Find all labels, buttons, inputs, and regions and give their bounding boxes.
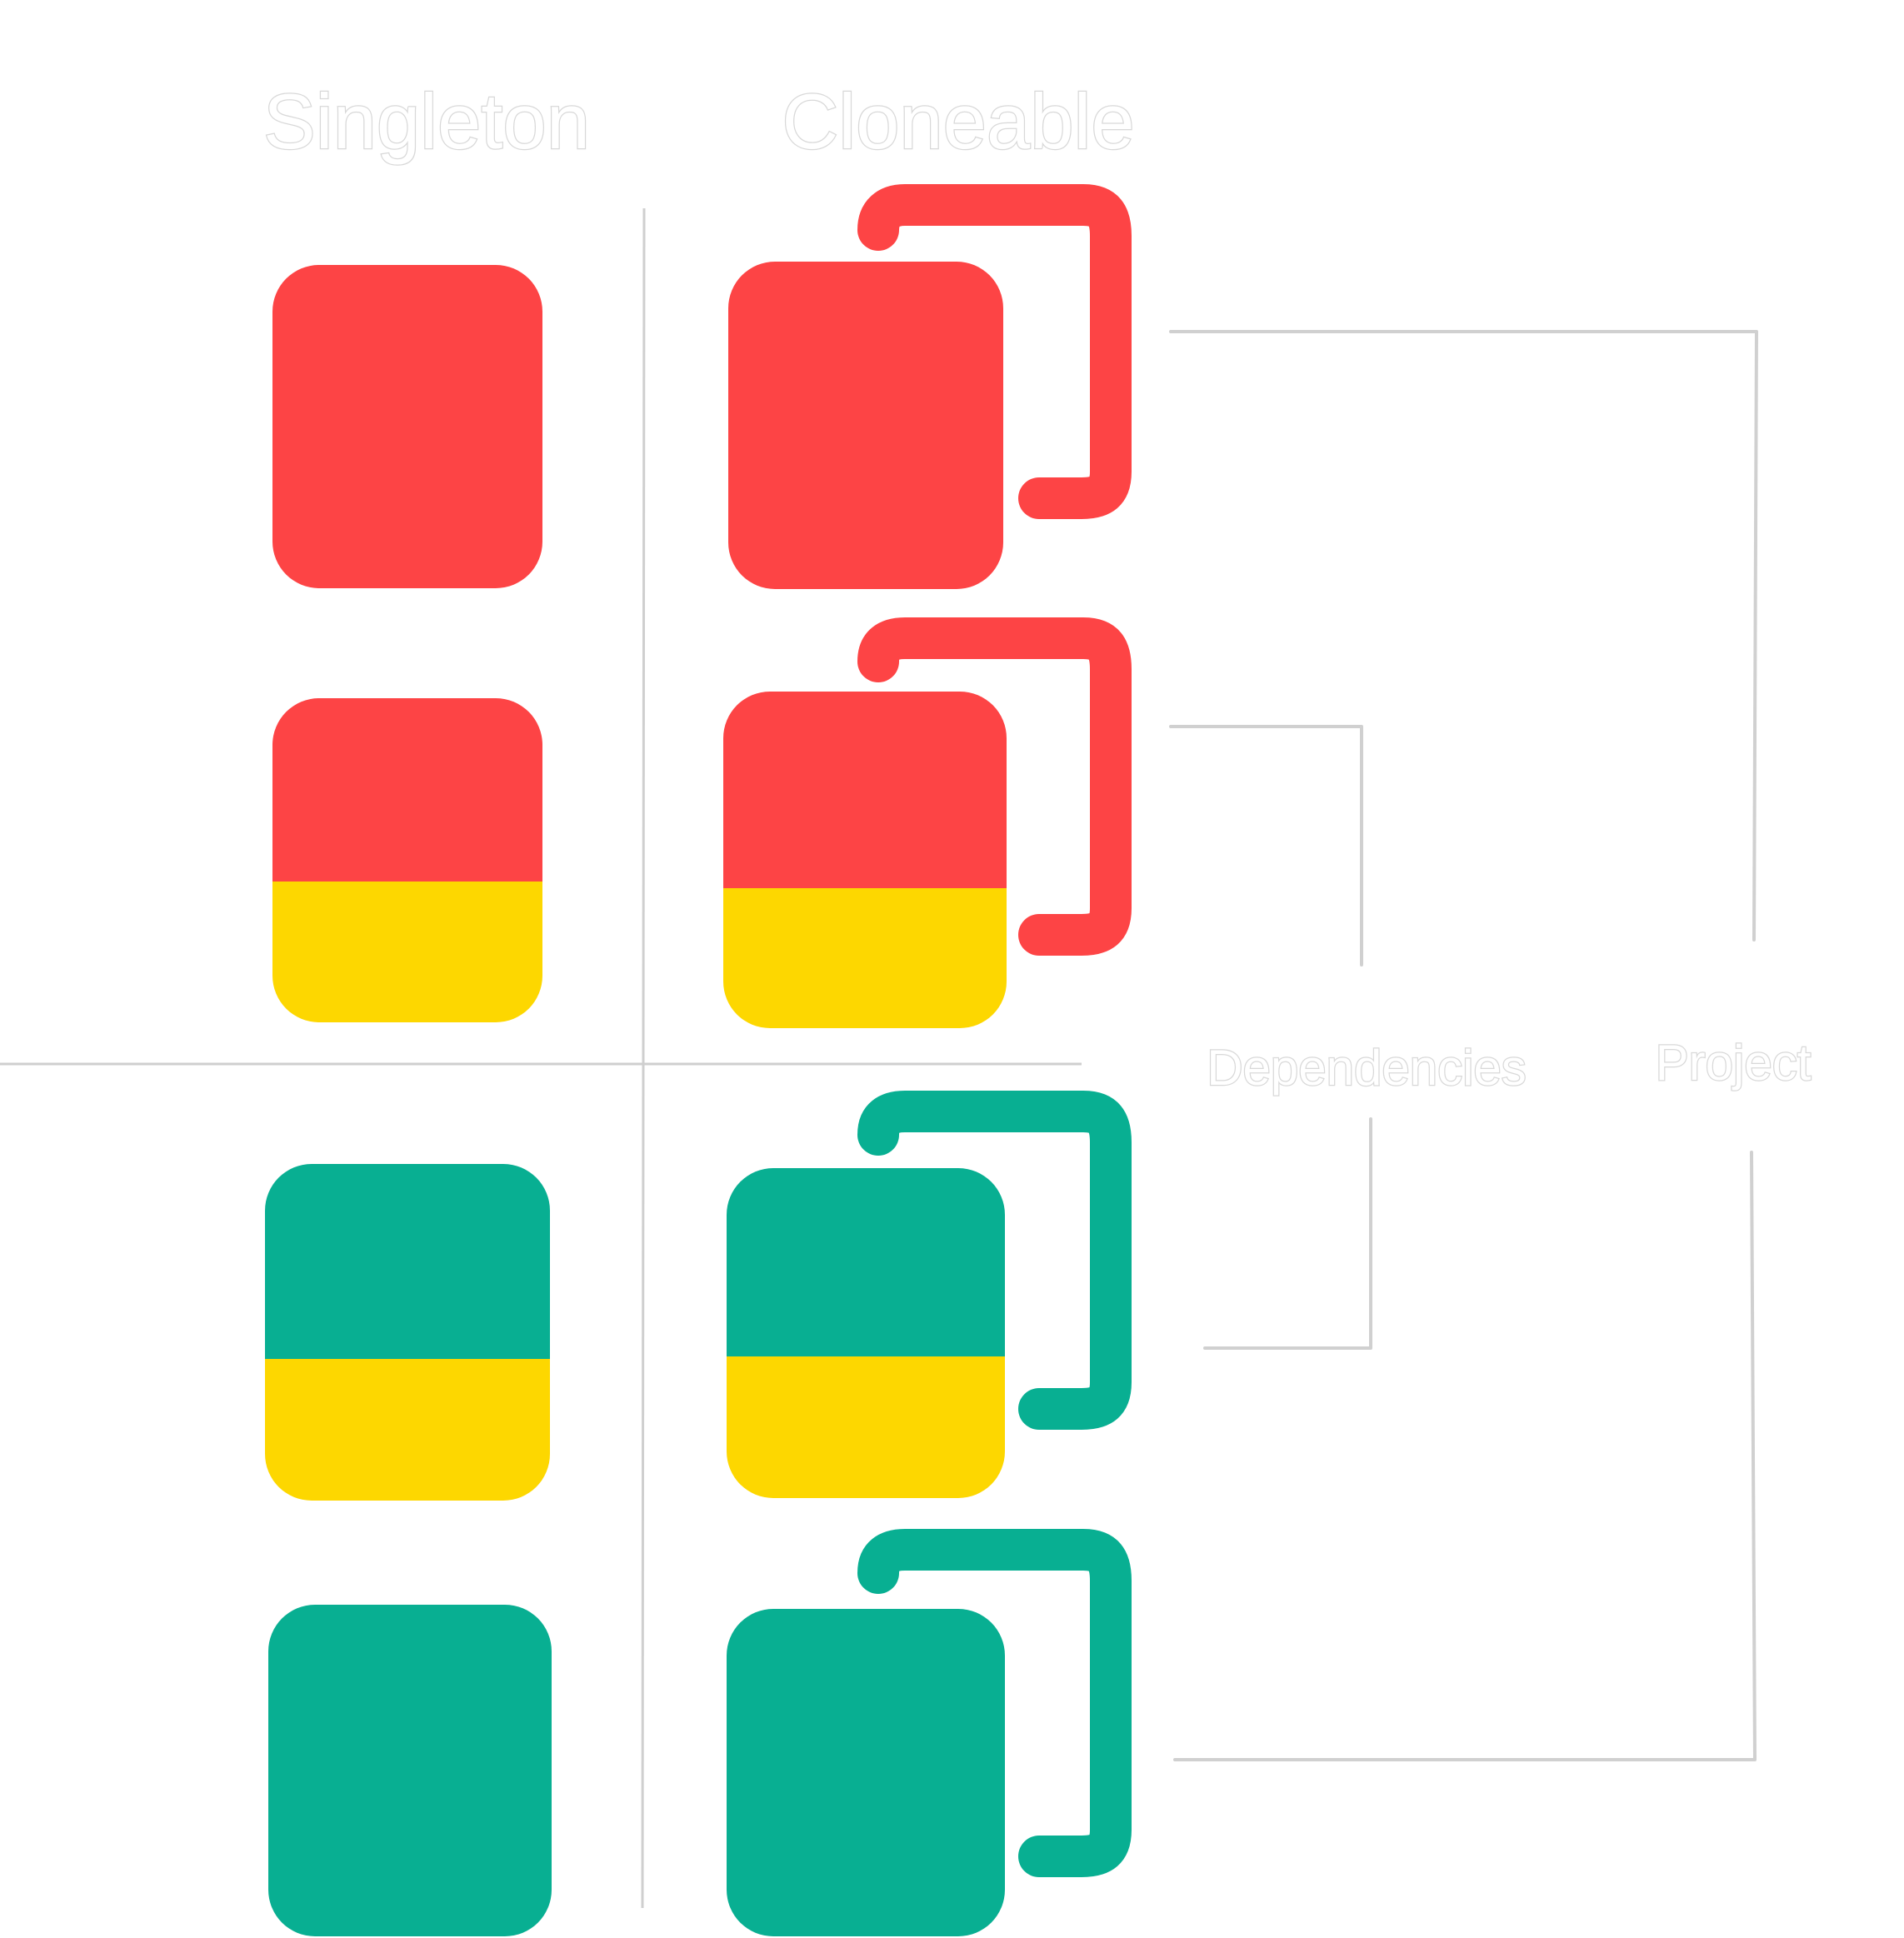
- cloneable-card-4: [727, 1529, 1132, 1936]
- cloneable-card-3: [727, 1091, 1132, 1498]
- cloneable-handle-4: [857, 1529, 1132, 1877]
- singleton-header: Singleton: [263, 77, 590, 165]
- singleton-card-4: [268, 1605, 552, 1936]
- cloneable-handle-3: [857, 1091, 1132, 1430]
- cloneable-card-2: [723, 617, 1132, 1028]
- column-divider: [641, 207, 646, 1909]
- singleton-card-3: [265, 1164, 550, 1501]
- project-bracket-bottom: [1173, 1151, 1757, 1761]
- dependencies-bracket-bottom: [1203, 1117, 1372, 1350]
- singleton-card-1: [272, 265, 542, 588]
- singleton-card-2: [272, 698, 542, 1022]
- cloneable-handle-2: [857, 617, 1132, 956]
- cloneable-header: Cloneable: [782, 77, 1134, 165]
- dependencies-label: Dependencies: [1207, 1040, 1527, 1096]
- dependencies-bracket-top: [1169, 725, 1363, 967]
- project-bracket-top: [1169, 330, 1758, 942]
- project-label: Project: [1656, 1035, 1812, 1091]
- cloneable-handle-1: [857, 184, 1132, 519]
- cloneable-card-1: [728, 184, 1132, 589]
